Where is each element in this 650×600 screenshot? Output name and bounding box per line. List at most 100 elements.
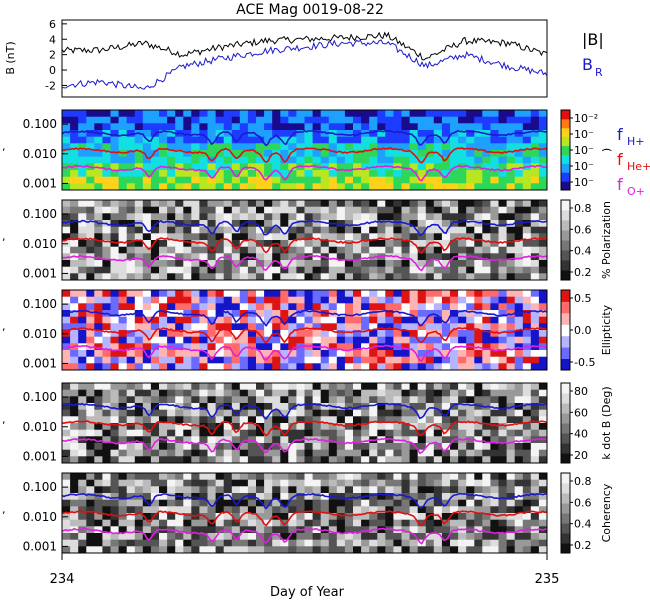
- fhe-curve: [61, 420, 548, 437]
- spectrogram-cell: [207, 389, 217, 397]
- spectrogram-cell: [134, 343, 144, 351]
- spectrogram-cell: [280, 486, 289, 494]
- spectrogram-cell: [118, 493, 128, 501]
- y-tick-label: 0.100: [23, 390, 57, 404]
- spectrogram-cell: [118, 443, 128, 451]
- spectrogram-cell: [167, 473, 176, 481]
- spectrogram-cell: [474, 316, 483, 324]
- spectrogram-cell: [490, 363, 499, 371]
- spectrogram-cell: [78, 473, 87, 481]
- spectrogram-cell: [506, 416, 516, 424]
- spectrogram-cell: [377, 506, 386, 514]
- spectrogram-cell: [159, 176, 168, 184]
- spectrogram-cell: [450, 290, 459, 298]
- spectrogram-cell: [361, 266, 370, 274]
- spectrogram-cell: [159, 409, 168, 417]
- spectrogram-cell: [522, 519, 532, 527]
- spectrogram-cell: [199, 423, 208, 431]
- spectrogram-cell: [102, 123, 111, 131]
- spectrogram-cell: [425, 233, 435, 241]
- spectrogram-cell: [272, 310, 281, 318]
- spectrogram-cell: [393, 246, 402, 254]
- spectrogram-cell: [425, 303, 435, 311]
- spectrogram-cell: [70, 416, 79, 424]
- spectrogram-cell: [458, 273, 467, 281]
- spectrogram-cell: [353, 176, 362, 184]
- spectrogram-cell: [223, 116, 233, 124]
- spectrogram-cell: [353, 396, 362, 404]
- spectrogram-cell: [417, 323, 427, 331]
- spectrogram-cell: [401, 316, 411, 324]
- spectrogram-cell: [506, 423, 516, 431]
- spectrogram-cell: [296, 423, 305, 431]
- spectrogram-cell: [433, 143, 443, 151]
- spectrogram-cell: [466, 323, 475, 331]
- spectrogram-cell: [118, 423, 128, 431]
- spectrogram-cell: [175, 240, 184, 248]
- spectrogram-cell: [514, 233, 524, 241]
- spectrogram-cell: [142, 479, 152, 487]
- spectrogram-cell: [498, 416, 508, 424]
- spectrogram-cell: [474, 290, 483, 298]
- spectrogram-cell: [361, 226, 370, 234]
- spectrogram-cell: [78, 176, 87, 184]
- legend-sub: O+: [627, 185, 645, 198]
- spectrogram-cell: [183, 330, 192, 338]
- spectrogram-cell: [530, 303, 540, 311]
- spectrogram-cell: [126, 330, 136, 338]
- spectrogram-cell: [239, 456, 249, 464]
- spectrogram-cell: [433, 449, 443, 457]
- spectrogram-cell: [247, 323, 257, 331]
- spectrogram-cell: [247, 456, 257, 464]
- spectrogram-cell: [425, 273, 435, 281]
- spectrogram-cell: [385, 310, 394, 318]
- spectrogram-cell: [126, 546, 136, 554]
- spectrogram-cell: [490, 423, 499, 431]
- spectrogram-cell: [296, 356, 305, 364]
- spectrogram-cell: [377, 303, 386, 311]
- spectrogram-cell: [239, 226, 249, 234]
- spectrogram-cell: [369, 110, 378, 118]
- spectrogram-cell: [304, 240, 314, 248]
- spectrogram-cell: [344, 546, 354, 554]
- spectrogram-cell: [86, 273, 95, 281]
- spectrogram-cell: [393, 233, 402, 241]
- spectrogram-cell: [175, 290, 184, 298]
- spectrogram-cell: [304, 143, 314, 151]
- spectrogram-cell: [288, 330, 297, 338]
- spectrogram-cell: [264, 389, 273, 397]
- spectrogram-cell: [288, 526, 297, 534]
- spectrogram-cell: [474, 200, 483, 208]
- spectrogram-cell: [207, 163, 217, 171]
- spectrogram-cell: [409, 493, 419, 501]
- spectrogram-cell: [538, 273, 548, 281]
- spectrogram-cell: [369, 303, 378, 311]
- colorbar-tick-label: 0.8: [574, 475, 592, 488]
- y-tick-label: 0.010: [23, 327, 57, 341]
- spectrogram-cell: [417, 493, 427, 501]
- spectrogram-cell: [264, 330, 273, 338]
- spectrogram-cell: [514, 330, 524, 338]
- spectrogram-cell: [159, 506, 168, 514]
- spectrogram-cell: [304, 499, 314, 507]
- spectrogram-cell: [78, 416, 87, 424]
- colorbar-tick-label: 0.5: [574, 292, 592, 305]
- spectrogram-cell: [425, 220, 435, 228]
- spectrogram-cell: [514, 409, 524, 417]
- spectrogram-cell: [417, 429, 427, 437]
- spectrogram-cell: [102, 213, 111, 221]
- spectrogram-cell: [167, 499, 176, 507]
- spectrogram-cell: [280, 176, 289, 184]
- spectrogram-cell: [385, 316, 394, 324]
- spectrogram-cell: [522, 143, 532, 151]
- spectrogram-cell: [256, 539, 265, 547]
- spectrogram-cell: [215, 110, 225, 118]
- spectrogram-cell: [450, 260, 459, 268]
- spectrogram-cell: [272, 473, 281, 481]
- spectrogram-cell: [199, 506, 208, 514]
- spectrogram-cell: [498, 403, 508, 411]
- spectrogram-cell: [506, 499, 516, 507]
- spectrogram-cell: [199, 233, 208, 241]
- spectrogram-cell: [264, 176, 273, 184]
- spectrogram-cell: [296, 350, 305, 358]
